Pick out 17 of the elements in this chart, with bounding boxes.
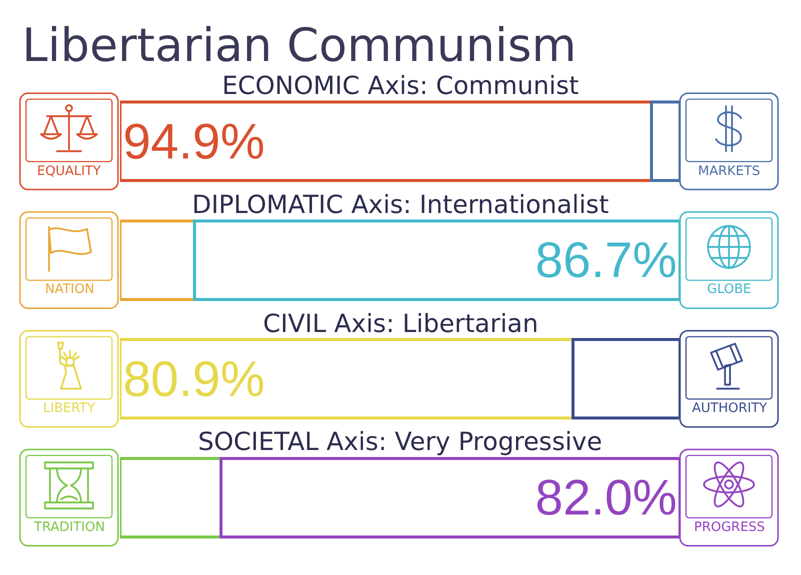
y-tick-label: CIVIL Axis: Libertarian: [263, 309, 538, 338]
data-label: 80.9%: [123, 350, 265, 407]
text: MARKETS: [698, 164, 760, 179]
text: TRADITION: [33, 520, 105, 535]
data-label: 86.7%: [535, 232, 677, 288]
data-label: 82.0%: [535, 470, 677, 526]
text: LIBERTY: [43, 401, 96, 416]
chart-title: Libertarian Communism: [22, 18, 576, 72]
text: PROGRESS: [694, 520, 765, 535]
text: EQUALITY: [37, 164, 101, 179]
text: GLOBE: [707, 282, 752, 297]
text: AUTHORITY: [692, 401, 768, 416]
y-tick-label: SOCIETAL Axis: Very Progressive: [198, 427, 602, 456]
text: NATION: [45, 282, 94, 297]
y-tick-label: DIPLOMATIC Axis: Internationalist: [192, 190, 609, 219]
data-label: 94.9%: [123, 113, 265, 170]
y-tick-label: ECONOMIC Axis: Communist: [222, 71, 580, 100]
